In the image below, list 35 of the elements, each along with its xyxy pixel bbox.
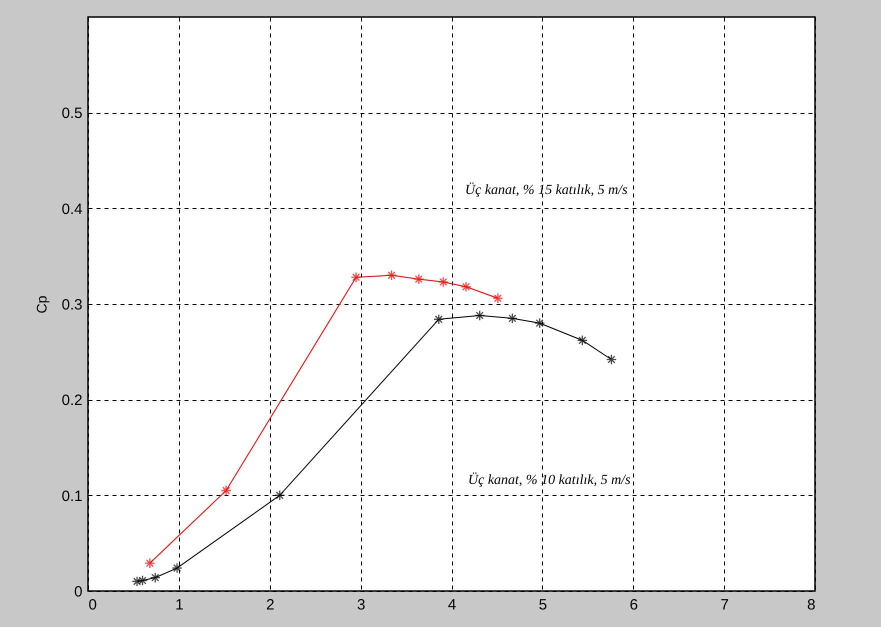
point bbox=[220, 485, 232, 496]
point bbox=[576, 334, 588, 346]
point bbox=[172, 562, 182, 574]
point bbox=[144, 558, 156, 569]
y-axis-title: Cp bbox=[34, 295, 50, 314]
point bbox=[274, 490, 286, 501]
annotation: Üç kanat, % 10 katılık, 5 m/s bbox=[468, 472, 632, 488]
x-tick-label: 4 bbox=[448, 596, 456, 614]
point bbox=[460, 281, 472, 292]
point bbox=[433, 314, 444, 325]
y-tick-label: 0.5 bbox=[62, 105, 82, 122]
point bbox=[150, 572, 161, 583]
point bbox=[534, 318, 546, 329]
y-tick-label: 0.3 bbox=[62, 296, 82, 314]
point bbox=[606, 354, 617, 365]
x-tick-label: 1 bbox=[175, 596, 184, 614]
x-tick-label: 5 bbox=[538, 596, 548, 614]
x-tick-label: 2 bbox=[266, 596, 274, 614]
point bbox=[132, 576, 142, 587]
point bbox=[438, 276, 449, 288]
x-tick-label: 8 bbox=[807, 596, 816, 614]
x-tick-label: 3 bbox=[356, 596, 366, 614]
x-tick-label: 0 bbox=[88, 596, 97, 614]
point bbox=[413, 274, 424, 285]
point bbox=[350, 272, 362, 283]
y-tick-label: 0 bbox=[74, 584, 82, 600]
point bbox=[386, 270, 397, 281]
y-tick-label: 0.4 bbox=[62, 200, 82, 218]
point bbox=[492, 292, 504, 304]
point bbox=[506, 312, 518, 324]
point bbox=[474, 310, 486, 321]
y-tick-label: 0.1 bbox=[62, 488, 82, 505]
x-tick-label: 6 bbox=[630, 596, 638, 614]
y-tick-label: 0.2 bbox=[62, 392, 82, 410]
x-tick-label: 7 bbox=[720, 596, 729, 614]
